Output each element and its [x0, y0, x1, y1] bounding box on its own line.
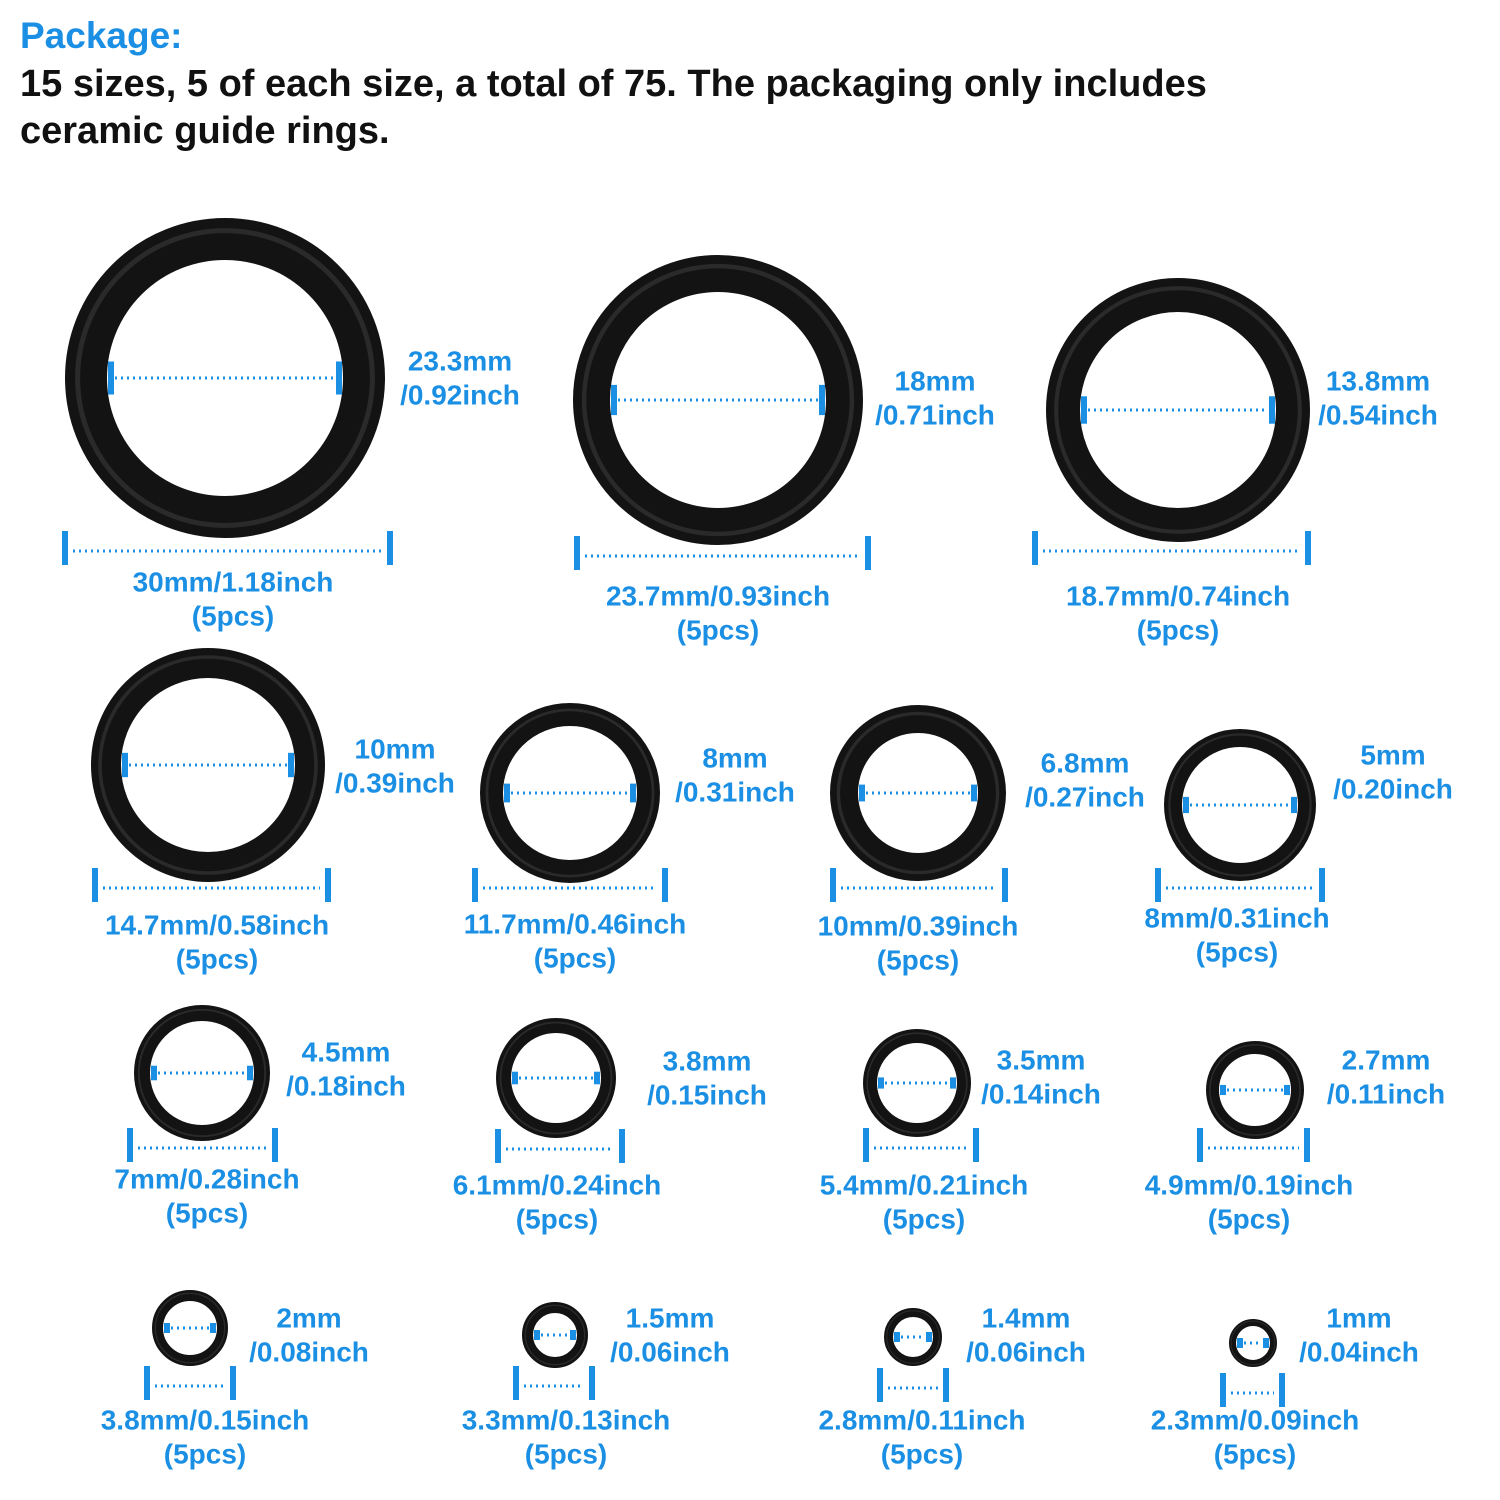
inner-size: 13.8mm [1326, 365, 1430, 396]
inner-size: 3.8mm [663, 1045, 752, 1076]
inner-size: 10mm [355, 733, 436, 764]
inner-size-inch: /0.20inch [1333, 773, 1453, 804]
inner-size-inch: /0.71inch [875, 399, 995, 430]
description-line: 15 sizes, 5 of each size, a total of 75.… [20, 63, 1207, 105]
inner-size: 3.5mm [997, 1044, 1086, 1075]
inner-size-inch: /0.39inch [335, 767, 455, 798]
ring-highlight [836, 711, 1000, 875]
inner-size-inch: /0.11inch [1327, 1078, 1445, 1109]
outer-size: 14.7mm/0.58inch [105, 909, 329, 940]
ring [91, 648, 325, 882]
ring-highlight [1168, 733, 1312, 877]
outer-size: 10mm/0.39inch [818, 910, 1019, 941]
ring-highlight [866, 1032, 968, 1134]
quantity: (5pcs) [1208, 1203, 1290, 1234]
quantity: (5pcs) [192, 600, 274, 631]
inner-size: 1mm [1326, 1302, 1391, 1333]
outer-size: 11.7mm/0.46inch [464, 908, 687, 939]
ring [480, 703, 660, 883]
outer-size: 30mm/1.18inch [133, 566, 334, 597]
inner-size: 8mm [702, 742, 767, 773]
ring-highlight [75, 228, 375, 528]
ring-highlight [98, 655, 318, 875]
quantity: (5pcs) [883, 1203, 965, 1234]
inner-size: 2.7mm [1342, 1044, 1431, 1075]
quantity: (5pcs) [164, 1438, 246, 1469]
inner-size-inch: /0.06inch [966, 1336, 1086, 1367]
inner-size-inch: /0.14inch [981, 1078, 1101, 1109]
quantity: (5pcs) [1196, 936, 1278, 967]
outer-size: 5.4mm/0.21inch [820, 1169, 1029, 1200]
quantity: (5pcs) [525, 1438, 607, 1469]
outer-size: 3.8mm/0.15inch [101, 1404, 310, 1435]
quantity: (5pcs) [166, 1197, 248, 1228]
inner-size: 2mm [276, 1302, 341, 1333]
outer-size: 3.3mm/0.13inch [462, 1404, 671, 1435]
ring-highlight [524, 1304, 586, 1366]
quantity: (5pcs) [677, 614, 759, 645]
ring [1164, 729, 1316, 881]
inner-size-inch: /0.54inch [1318, 399, 1438, 430]
quantity: (5pcs) [534, 942, 616, 973]
ring [830, 705, 1006, 881]
outer-size: 8mm/0.31inch [1144, 902, 1329, 933]
ring [522, 1302, 588, 1368]
inner-size-inch: /0.18inch [286, 1070, 406, 1101]
inner-size: 1.4mm [982, 1302, 1071, 1333]
ring-highlight [154, 1292, 226, 1364]
outer-size: 23.7mm/0.93inch [606, 580, 830, 611]
quantity: (5pcs) [1137, 614, 1219, 645]
quantity: (5pcs) [176, 943, 258, 974]
inner-size: 4.5mm [302, 1036, 391, 1067]
ring [134, 1005, 270, 1141]
ring [152, 1290, 228, 1366]
inner-size-inch: /0.08inch [249, 1336, 369, 1367]
ring-highlight [1209, 1044, 1301, 1136]
ring [1229, 1319, 1277, 1367]
ring-highlight [137, 1008, 267, 1138]
ring-highlight [581, 263, 855, 537]
ring-highlight [499, 1021, 613, 1135]
inner-size-inch: /0.31inch [675, 776, 795, 807]
ring-highlight [485, 708, 655, 878]
ring [884, 1308, 942, 1366]
ring [496, 1018, 616, 1138]
ring [65, 218, 385, 538]
ring [863, 1029, 971, 1137]
outer-size: 2.8mm/0.11inch [818, 1404, 1025, 1435]
outer-size: 2.3mm/0.09inch [1151, 1404, 1360, 1435]
ring-highlight [1054, 286, 1302, 534]
ring-highlight [886, 1310, 940, 1364]
inner-size: 23.3mm [408, 345, 512, 376]
quantity: (5pcs) [1214, 1438, 1296, 1469]
ring [1046, 278, 1310, 542]
title: Package: [20, 15, 183, 56]
ring-highlight [1230, 1320, 1276, 1366]
inner-size: 1.5mm [626, 1302, 715, 1333]
quantity: (5pcs) [516, 1203, 598, 1234]
inner-size-inch: /0.06inch [610, 1336, 730, 1367]
inner-size-inch: /0.04inch [1299, 1336, 1419, 1367]
inner-size-inch: /0.15inch [647, 1079, 767, 1110]
outer-size: 7mm/0.28inch [114, 1163, 299, 1194]
ring [573, 255, 863, 545]
quantity: (5pcs) [877, 944, 959, 975]
outer-size: 6.1mm/0.24inch [453, 1169, 662, 1200]
inner-size: 5mm [1360, 739, 1425, 770]
inner-size: 6.8mm [1041, 747, 1130, 778]
outer-size: 4.9mm/0.19inch [1145, 1169, 1354, 1200]
outer-size: 18.7mm/0.74inch [1066, 580, 1290, 611]
inner-size-inch: /0.27inch [1025, 781, 1145, 812]
inner-size-inch: /0.92inch [400, 379, 520, 410]
quantity: (5pcs) [881, 1438, 963, 1469]
inner-size: 18mm [895, 365, 976, 396]
description-line: ceramic guide rings. [20, 110, 390, 152]
ring [1206, 1041, 1304, 1139]
